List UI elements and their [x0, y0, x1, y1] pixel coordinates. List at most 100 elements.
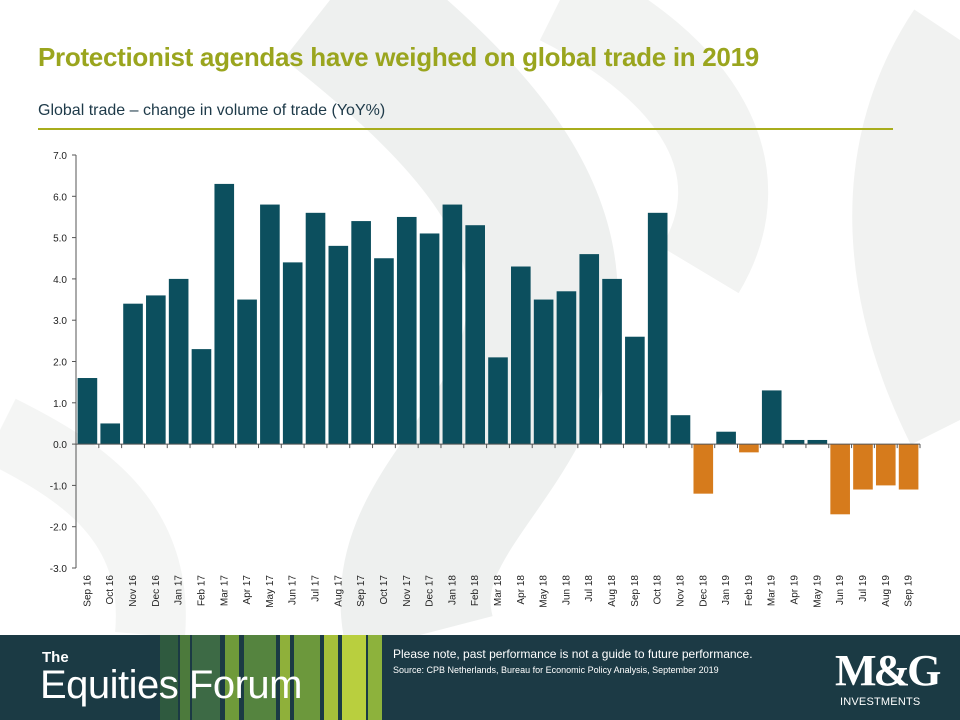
- brand-stripe: [342, 635, 366, 720]
- y-tick-label: 1.0: [53, 399, 67, 410]
- bar-apr-18: [511, 266, 531, 445]
- brand-stripe: [324, 635, 338, 720]
- bar-mar-19: [761, 390, 782, 445]
- x-tick-label: Mar 19: [767, 575, 778, 607]
- x-tick-label: Aug 19: [881, 575, 892, 607]
- bar-apr-17: [237, 299, 257, 445]
- y-tick-label: 0.0: [53, 440, 67, 451]
- brand-stripe: [294, 635, 320, 720]
- x-tick-label: Dec 18: [698, 575, 709, 607]
- bar-jan-18: [442, 204, 463, 445]
- x-tick-label: Aug 18: [607, 575, 618, 607]
- bar-feb-18: [465, 225, 485, 445]
- bars: [77, 183, 919, 515]
- brand-stripe: [180, 635, 190, 720]
- bar-jan-17: [168, 278, 189, 445]
- brand-stripe: [280, 635, 290, 720]
- bar-may-17: [260, 204, 280, 445]
- x-tick-label: Dec 16: [151, 575, 162, 607]
- bar-jul-17: [305, 212, 326, 445]
- x-tick-label: Jul 19: [858, 575, 869, 602]
- bar-oct-17: [374, 258, 394, 445]
- bar-oct-18: [647, 212, 668, 445]
- brand-small-text: The: [42, 649, 69, 666]
- bar-dec-18: [693, 444, 714, 494]
- bar-aug-18: [602, 278, 622, 445]
- y-axis: 7.0 6.0 5.0 4.0 3.0 2.0 1.0 0.0 -1.0 -2.0 -3.0: [50, 151, 77, 575]
- bar-may-19: [807, 439, 828, 445]
- x-tick-label: Apr 18: [516, 575, 527, 605]
- performance-disclaimer: Please note, past performance is not a g…: [393, 647, 753, 661]
- y-tick-label: 6.0: [53, 192, 67, 203]
- bar-oct-16: [100, 423, 121, 445]
- y-tick-label: 5.0: [53, 234, 67, 245]
- brand-name: Equities Forum: [40, 663, 302, 707]
- brand-stripe: [244, 635, 276, 720]
- bar-sep-16: [77, 378, 98, 445]
- logo-mark: M&G: [835, 646, 941, 695]
- x-tick-label: Jan 18: [447, 575, 458, 605]
- x-tick-label: Oct 18: [653, 575, 664, 605]
- x-tick-label: May 18: [539, 575, 550, 608]
- x-axis-labels: Sep 16 Oct 16 Nov 16 Dec 16 Jan 17 Feb 17 Mar …: [76, 443, 921, 608]
- x-tick-label: Jun 18: [561, 575, 572, 605]
- y-tick-label: -1.0: [50, 481, 68, 492]
- brand-stripe: [368, 635, 382, 720]
- bar-dec-16: [146, 295, 166, 445]
- bar-aug-17: [328, 245, 349, 445]
- x-tick-label: May 19: [812, 575, 823, 608]
- y-tick-label: 3.0: [53, 316, 67, 327]
- x-tick-label: Feb 19: [744, 575, 755, 607]
- bar-mar-18: [488, 357, 508, 445]
- bar-sep-19: [898, 444, 919, 490]
- trade-volume-bar-chart: 7.0 6.0 5.0 4.0 3.0 2.0 1.0 0.0 -1.0 -2.0 -3.0 Sep…: [50, 151, 921, 608]
- bar-jul-18: [579, 254, 600, 445]
- x-tick-label: Feb 17: [196, 575, 207, 607]
- x-tick-label: Mar 17: [219, 575, 230, 607]
- bar-feb-19: [739, 444, 759, 453]
- x-tick-label: Jun 19: [835, 575, 846, 605]
- bar-may-18: [533, 299, 554, 445]
- bar-nov-18: [670, 415, 691, 445]
- x-tick-label: Dec 17: [425, 575, 436, 607]
- bar-jan-19: [716, 431, 736, 445]
- brand-stripe: [192, 635, 220, 720]
- brand-stripe: [160, 635, 178, 720]
- x-tick-label: Jun 17: [288, 575, 299, 605]
- bar-mar-17: [214, 183, 235, 445]
- bar-aug-19: [875, 444, 896, 486]
- bar-feb-17: [191, 349, 212, 445]
- x-tick-label: Apr 17: [242, 575, 253, 605]
- bar-jun-17: [282, 262, 303, 445]
- bar-dec-17: [419, 233, 440, 445]
- bar-sep-17: [351, 221, 371, 445]
- y-tick-label: -2.0: [50, 523, 68, 534]
- source-note: Source: CPB Netherlands, Bureau for Econ…: [393, 665, 719, 675]
- x-tick-label: May 17: [265, 575, 276, 608]
- x-tick-label: Jul 17: [311, 575, 322, 602]
- x-tick-label: Apr 19: [790, 575, 801, 605]
- x-tick-label: Jul 18: [584, 575, 595, 602]
- x-tick-label: Mar 18: [493, 575, 504, 607]
- x-tick-label: Nov 17: [402, 575, 413, 607]
- bar-sep-18: [625, 336, 645, 445]
- bar-nov-16: [123, 303, 143, 445]
- x-tick-label: Nov 16: [128, 575, 139, 607]
- y-tick-label: -3.0: [50, 564, 68, 575]
- bar-jul-19: [853, 444, 873, 490]
- x-tick-label: Aug 17: [333, 575, 344, 607]
- mg-logo: M&G INVESTMENTS: [820, 635, 960, 720]
- y-tick-label: 4.0: [53, 275, 67, 286]
- footer-bar: The Equities Forum Please note, past per…: [0, 635, 960, 720]
- x-tick-label: Oct 17: [379, 575, 390, 605]
- bar-jun-19: [830, 444, 850, 515]
- x-tick-label: Sep 17: [356, 575, 367, 607]
- y-tick-label: 7.0: [53, 151, 67, 162]
- x-tick-label: Sep 16: [82, 575, 93, 607]
- x-tick-label: Nov 18: [675, 575, 686, 607]
- title-divider: [38, 128, 893, 130]
- y-tick-label: 2.0: [53, 358, 67, 369]
- x-tick-label: Sep 18: [630, 575, 641, 607]
- footer-brand-panel: The Equities Forum: [0, 635, 382, 720]
- x-tick-label: Jan 17: [174, 575, 185, 605]
